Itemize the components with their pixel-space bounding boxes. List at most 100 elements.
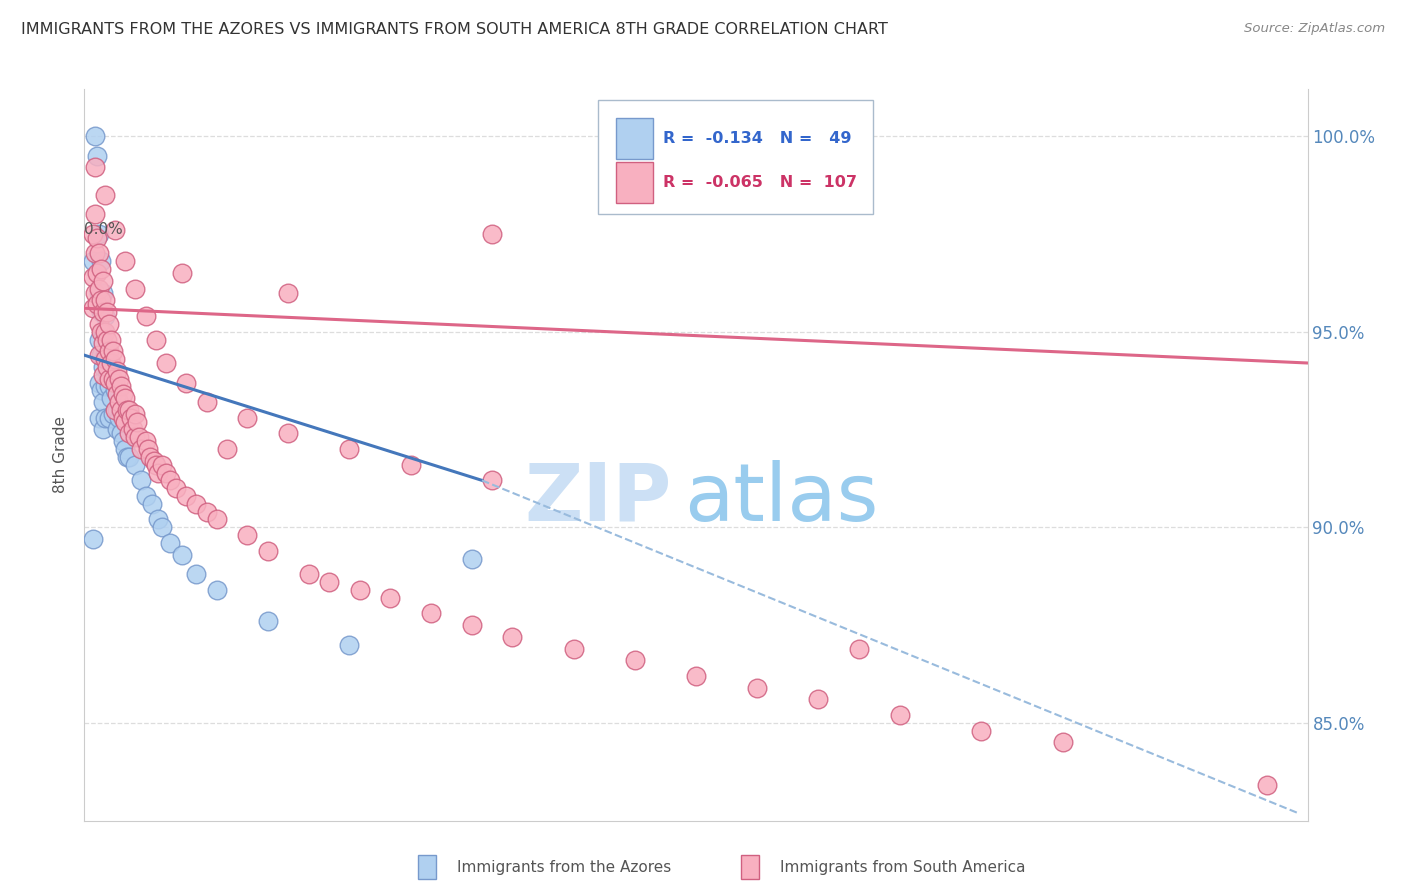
Point	[145, 333, 167, 347]
Text: R =  -0.134   N =   49: R = -0.134 N = 49	[664, 131, 852, 146]
Point	[91, 359, 114, 374]
Point	[87, 227, 110, 241]
Point	[87, 246, 110, 260]
Point	[97, 410, 120, 425]
Point	[96, 305, 118, 319]
Point	[195, 395, 218, 409]
Point	[118, 403, 141, 417]
Point	[120, 410, 142, 425]
Point	[112, 387, 135, 401]
Y-axis label: 8th Grade: 8th Grade	[53, 417, 69, 493]
Point	[624, 653, 647, 667]
Point	[86, 266, 108, 280]
Point	[257, 543, 280, 558]
Point	[135, 489, 157, 503]
Point	[146, 512, 169, 526]
Point	[104, 352, 127, 367]
Point	[91, 285, 114, 300]
Text: Immigrants from South America: Immigrants from South America	[780, 860, 1026, 874]
Point	[122, 422, 145, 436]
Point	[257, 614, 280, 628]
Point	[277, 426, 299, 441]
Point	[195, 505, 218, 519]
Point	[93, 325, 117, 339]
Point	[124, 430, 146, 444]
Point	[93, 293, 117, 308]
Point	[155, 466, 177, 480]
Point	[82, 269, 104, 284]
Point	[481, 474, 503, 488]
Point	[86, 149, 108, 163]
Point	[90, 384, 112, 398]
Point	[87, 333, 110, 347]
Point	[101, 371, 124, 385]
Point	[91, 395, 114, 409]
Point	[889, 708, 911, 723]
Point	[83, 161, 105, 175]
Point	[105, 403, 128, 417]
Point	[165, 481, 187, 495]
Point	[807, 692, 830, 706]
Point	[114, 391, 136, 405]
Point	[124, 407, 146, 421]
Point	[136, 442, 159, 456]
Point	[105, 364, 128, 378]
Point	[135, 434, 157, 449]
Point	[115, 403, 138, 417]
Point	[87, 348, 110, 362]
Point	[91, 305, 114, 319]
Point	[104, 403, 127, 417]
Point	[96, 359, 118, 374]
Point	[110, 379, 132, 393]
Point	[205, 582, 228, 597]
Point	[131, 474, 153, 488]
Point	[108, 395, 131, 409]
Point	[318, 575, 340, 590]
Point	[101, 407, 124, 421]
Point	[100, 333, 122, 347]
Point	[112, 410, 135, 425]
Text: IMMIGRANTS FROM THE AZORES VS IMMIGRANTS FROM SOUTH AMERICA 8TH GRADE CORRELATIO: IMMIGRANTS FROM THE AZORES VS IMMIGRANTS…	[21, 22, 889, 37]
Point	[461, 551, 484, 566]
Point	[685, 669, 707, 683]
Point	[86, 297, 108, 311]
Point	[93, 379, 117, 393]
Point	[420, 607, 443, 621]
Point	[93, 309, 117, 323]
Text: R =  -0.065   N =  107: R = -0.065 N = 107	[664, 176, 856, 190]
Point	[150, 520, 173, 534]
Point	[186, 567, 208, 582]
Point	[159, 536, 181, 550]
Point	[124, 282, 146, 296]
Point	[150, 458, 173, 472]
Point	[87, 410, 110, 425]
Point	[87, 317, 110, 331]
Point	[97, 379, 120, 393]
Point	[114, 254, 136, 268]
Point	[93, 348, 117, 362]
Point	[90, 348, 112, 362]
Point	[236, 410, 259, 425]
Point	[82, 301, 104, 316]
Point	[502, 630, 524, 644]
Point	[380, 591, 402, 605]
Point	[86, 231, 108, 245]
Point	[172, 548, 194, 562]
Point	[93, 187, 117, 202]
Point	[141, 497, 163, 511]
Point	[481, 227, 503, 241]
Point	[101, 344, 124, 359]
Point	[142, 454, 165, 468]
Point	[83, 246, 105, 260]
Point	[90, 262, 112, 277]
Point	[399, 458, 422, 472]
Point	[298, 567, 321, 582]
Point	[83, 207, 105, 221]
Text: atlas: atlas	[683, 459, 879, 538]
Point	[131, 442, 153, 456]
Point	[90, 293, 112, 308]
Point	[176, 489, 198, 503]
Point	[90, 254, 112, 268]
Point	[461, 618, 484, 632]
Point	[82, 532, 104, 546]
